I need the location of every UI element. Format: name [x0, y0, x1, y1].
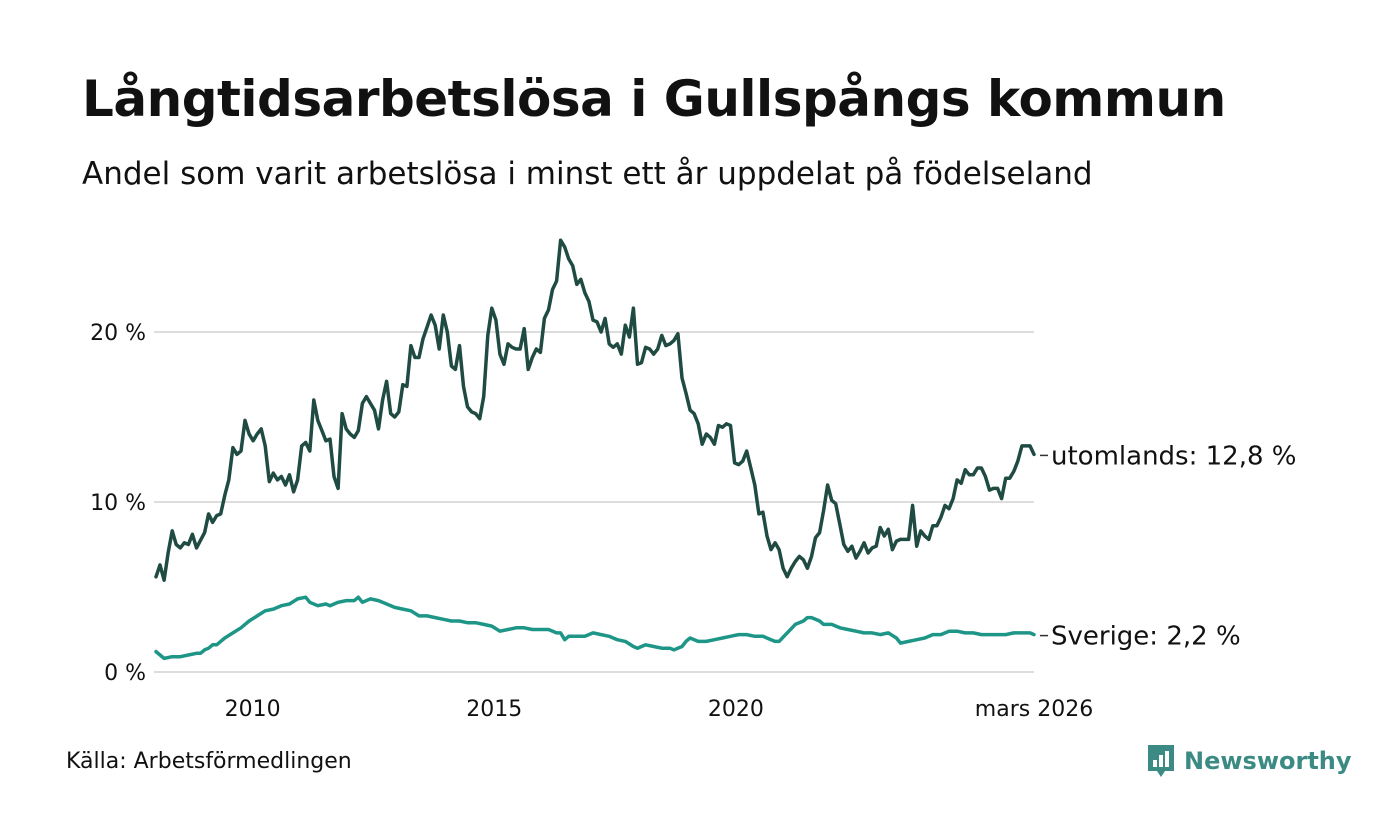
- series-lines: [154, 238, 1036, 661]
- x-tick-label: 2015: [466, 697, 522, 722]
- series-line-utomlands: [154, 238, 1036, 582]
- end-labels: utomlands: 12,8 % Sverige: 2,2 %: [1040, 441, 1296, 652]
- x-tick-label: 2020: [708, 697, 764, 722]
- bar-chart-bubble-icon: [1148, 745, 1174, 777]
- x-tick-label: mars 2026: [975, 697, 1093, 722]
- chart-title: Långtidsarbetslösa i Gullspångs kommun: [82, 70, 1226, 128]
- end-label-utomlands: utomlands: 12,8 %: [1051, 441, 1296, 471]
- chart-subtitle: Andel som varit arbetslösa i minst ett å…: [82, 156, 1093, 192]
- y-axis-ticks: 0 % 10 % 20 %: [90, 321, 146, 686]
- brand-name: Newsworthy: [1184, 747, 1352, 775]
- series-line-sverige: [154, 595, 1036, 661]
- source-note: Källa: Arbetsförmedlingen: [66, 749, 352, 774]
- end-label-sverige: Sverige: 2,2 %: [1051, 622, 1241, 652]
- x-tick-label: 2010: [225, 697, 281, 722]
- grid-lines: [154, 331, 1034, 673]
- brand-logo[interactable]: Newsworthy: [1146, 743, 1352, 779]
- y-tick-label: 0 %: [104, 661, 146, 686]
- x-axis-ticks: 2010 2015 2020 mars 2026: [225, 697, 1094, 722]
- y-tick-label: 10 %: [90, 491, 146, 516]
- y-tick-label: 20 %: [90, 321, 146, 346]
